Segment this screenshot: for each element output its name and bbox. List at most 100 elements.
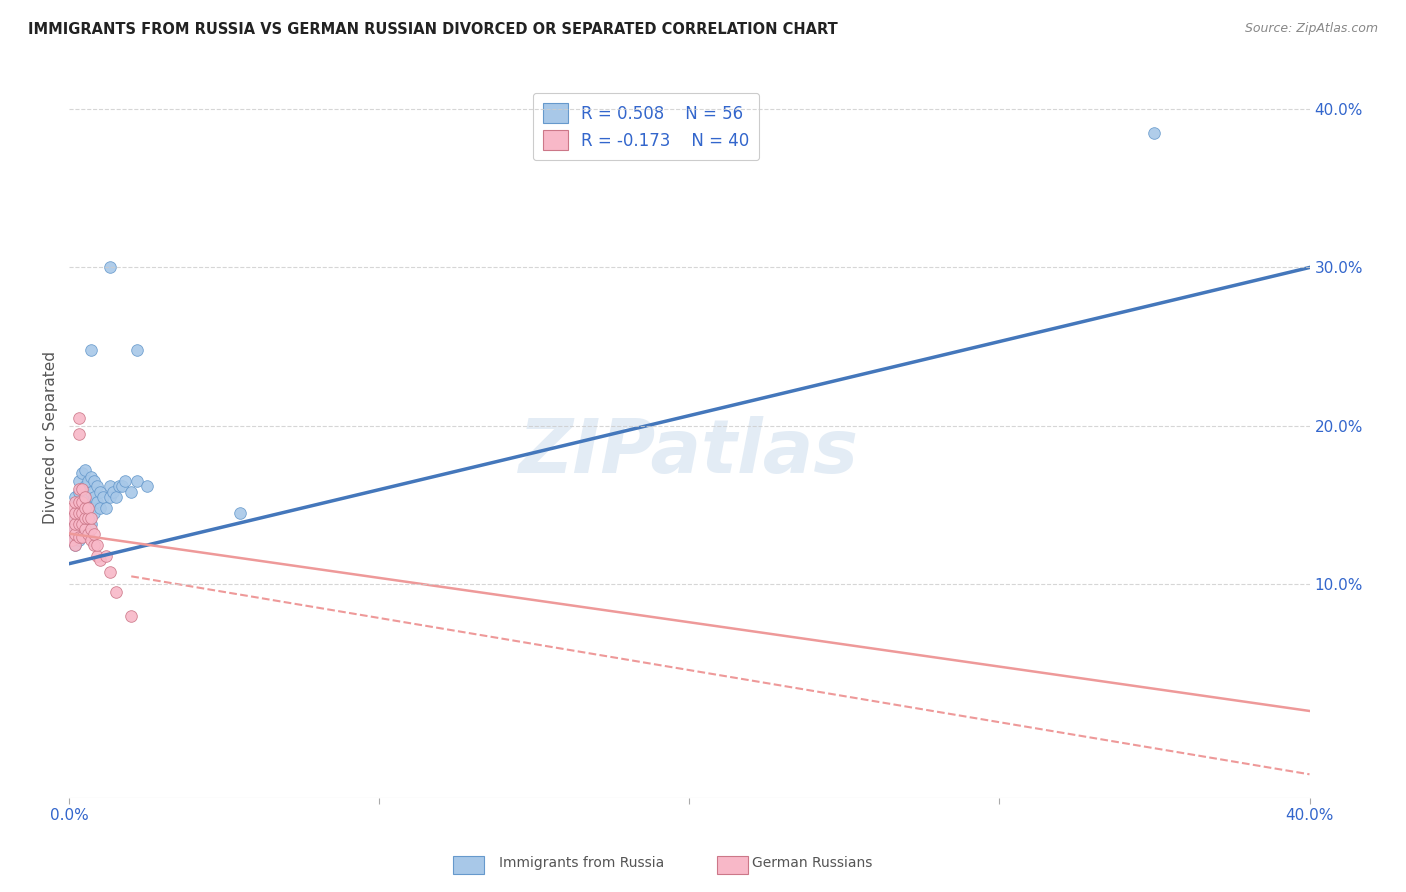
Point	[73, 501, 96, 516]
Point	[76, 475, 98, 489]
Point	[114, 475, 136, 489]
Point	[70, 495, 93, 509]
Point	[70, 467, 93, 481]
Point	[127, 475, 149, 489]
Point	[108, 479, 131, 493]
Point	[60, 510, 83, 524]
Point	[60, 522, 83, 536]
Point	[70, 522, 93, 536]
Point	[65, 526, 87, 541]
Point	[86, 538, 108, 552]
Point	[67, 475, 90, 489]
Point	[98, 565, 121, 579]
Point	[1143, 126, 1166, 140]
Point	[67, 501, 90, 516]
Point	[80, 517, 103, 532]
Point	[70, 482, 93, 496]
Point	[73, 514, 96, 528]
Point	[76, 526, 98, 541]
Legend: R = 0.508    N = 56, R = -0.173    N = 40: R = 0.508 N = 56, R = -0.173 N = 40	[533, 93, 759, 161]
Text: Immigrants from Russia: Immigrants from Russia	[499, 856, 665, 871]
Point	[91, 490, 114, 504]
Point	[73, 501, 96, 516]
Text: IMMIGRANTS FROM RUSSIA VS GERMAN RUSSIAN DIVORCED OR SEPARATED CORRELATION CHART: IMMIGRANTS FROM RUSSIA VS GERMAN RUSSIAN…	[28, 22, 838, 37]
Point	[127, 343, 149, 357]
Point	[67, 530, 90, 544]
Point	[67, 517, 90, 532]
Point	[67, 526, 90, 541]
Point	[83, 526, 105, 541]
Point	[98, 260, 121, 275]
Point	[65, 495, 87, 509]
Point	[80, 501, 103, 516]
Point	[98, 490, 121, 504]
Point	[67, 517, 90, 532]
Point	[60, 514, 83, 528]
Point	[67, 426, 90, 441]
Point	[60, 501, 83, 516]
Y-axis label: Divorced or Separated: Divorced or Separated	[44, 351, 58, 524]
Point	[73, 490, 96, 504]
Point	[89, 485, 111, 500]
Point	[120, 609, 142, 624]
Point	[60, 520, 83, 534]
Point	[96, 501, 118, 516]
Point	[60, 524, 83, 539]
Point	[70, 482, 93, 496]
Point	[65, 506, 87, 520]
Point	[60, 533, 83, 547]
Text: German Russians: German Russians	[752, 856, 873, 871]
Point	[67, 485, 90, 500]
Point	[98, 479, 121, 493]
Point	[65, 530, 87, 544]
Point	[89, 501, 111, 516]
Point	[76, 506, 98, 520]
Point	[65, 490, 87, 504]
Point	[83, 506, 105, 520]
Point	[76, 501, 98, 516]
Point	[70, 506, 93, 520]
Point	[65, 538, 87, 552]
Point	[86, 549, 108, 563]
Point	[80, 522, 103, 536]
Point	[80, 469, 103, 483]
Point	[135, 479, 157, 493]
Point	[73, 463, 96, 477]
Point	[73, 490, 96, 504]
Point	[67, 533, 90, 547]
Point	[76, 510, 98, 524]
Point	[104, 490, 127, 504]
Point	[67, 411, 90, 425]
Point	[111, 479, 134, 493]
Point	[96, 549, 118, 563]
Point	[83, 538, 105, 552]
Point	[76, 490, 98, 504]
Point	[70, 510, 93, 524]
Point	[65, 506, 87, 520]
Point	[86, 495, 108, 509]
Point	[65, 522, 87, 536]
Point	[65, 538, 87, 552]
Point	[73, 510, 96, 524]
Point	[80, 533, 103, 547]
Point	[80, 485, 103, 500]
Point	[73, 479, 96, 493]
Point	[86, 479, 108, 493]
Point	[101, 485, 124, 500]
Point	[73, 522, 96, 536]
Point	[67, 482, 90, 496]
Point	[80, 343, 103, 357]
Point	[83, 490, 105, 504]
Point	[89, 553, 111, 567]
Point	[70, 498, 93, 512]
Text: Source: ZipAtlas.com: Source: ZipAtlas.com	[1244, 22, 1378, 36]
Point	[60, 530, 83, 544]
Point	[67, 506, 90, 520]
Point	[229, 506, 252, 520]
Point	[67, 495, 90, 509]
Point	[70, 530, 93, 544]
Text: ZIPatlas: ZIPatlas	[519, 416, 859, 489]
Point	[80, 510, 103, 524]
Point	[83, 475, 105, 489]
Point	[120, 485, 142, 500]
